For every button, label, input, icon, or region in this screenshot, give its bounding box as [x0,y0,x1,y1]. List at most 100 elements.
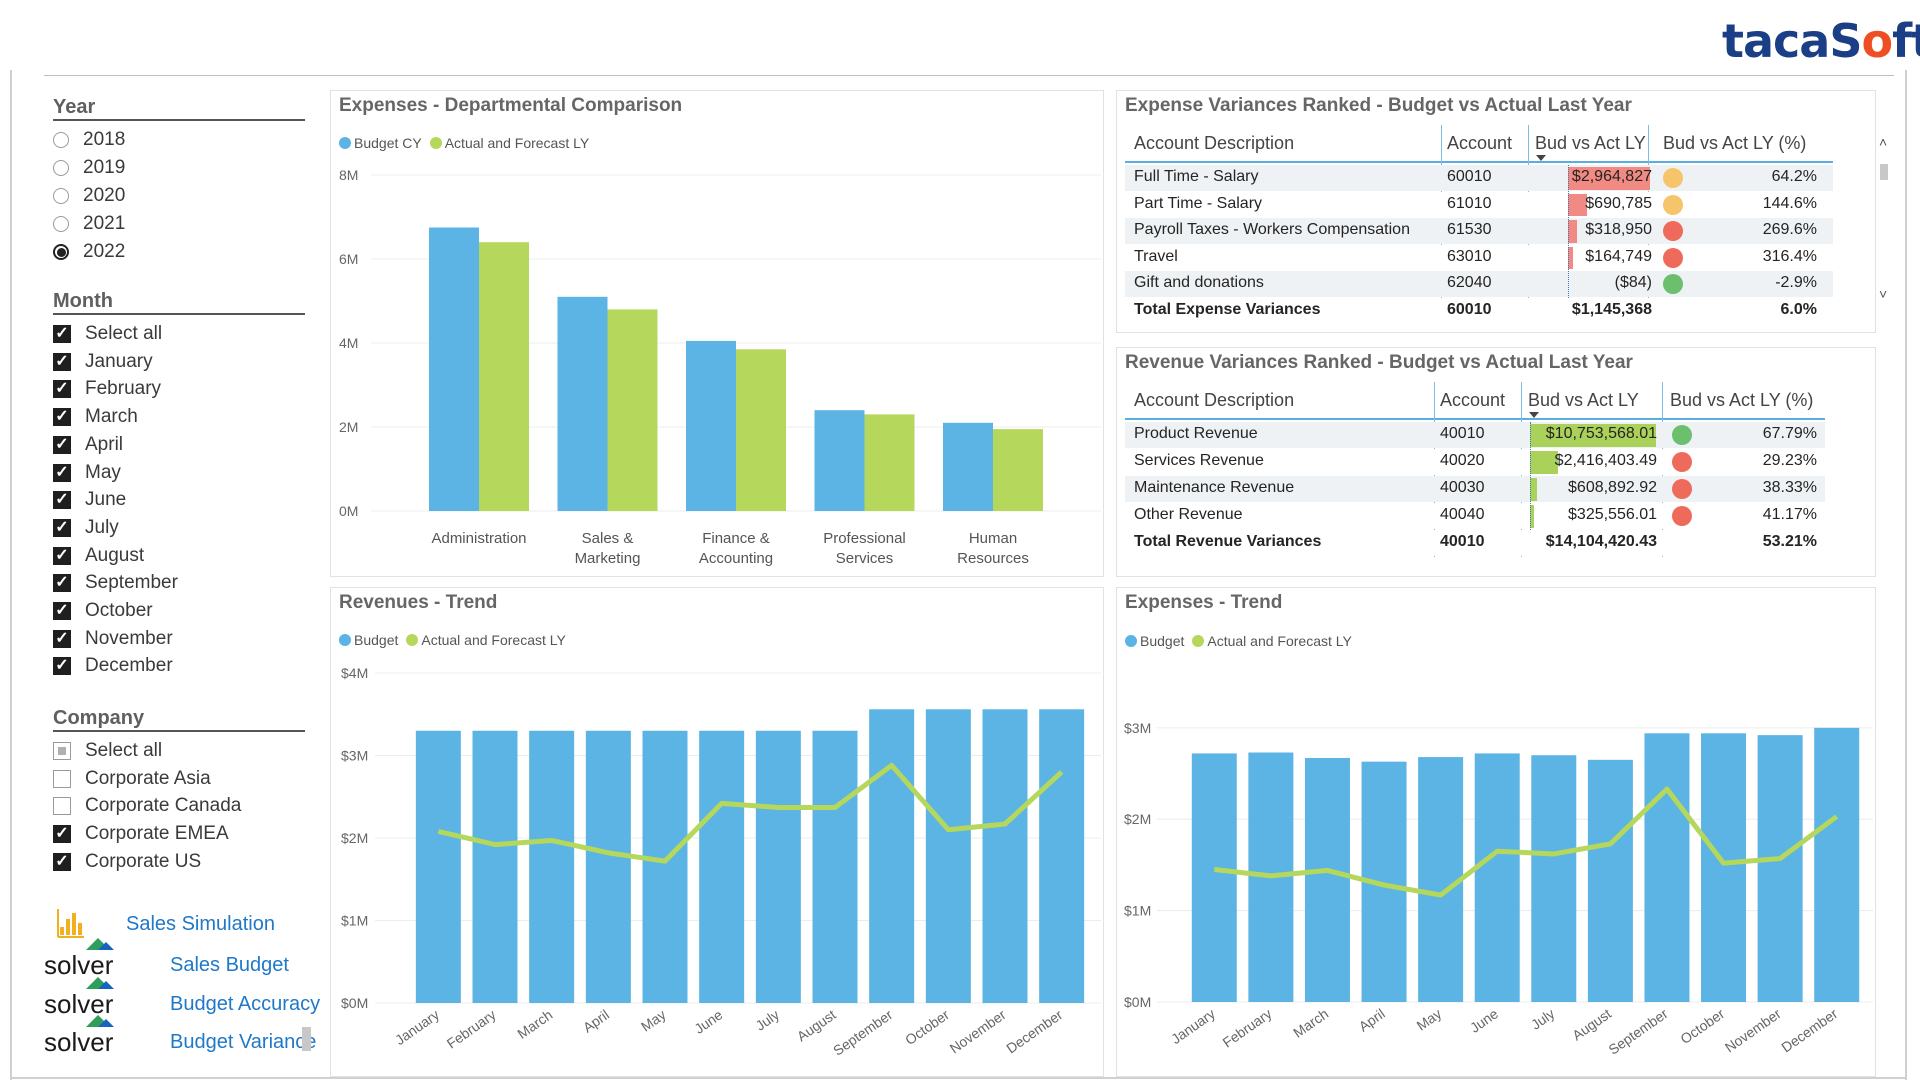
checkbox-checked-icon[interactable]: ✓ [53,463,71,482]
bar-actual-and-forecast-ly-administration[interactable] [479,242,529,511]
checkbox-checked-icon[interactable]: ✓ [53,574,71,593]
bar-actual-and-forecast-ly-professional-services[interactable] [864,414,915,511]
expense-variances-header-bud-vs-act-ly[interactable]: Bud vs Act LY (%) [1663,132,1807,153]
revenue-variances-header-bud-vs-act-ly[interactable]: Bud vs Act LY [1528,389,1639,410]
expense-variances-total-row[interactable] [1125,297,1833,324]
month-option-august[interactable]: ✓ August [53,543,144,569]
checkbox-checked-icon[interactable]: ✓ [53,435,71,454]
bar-budget-october[interactable] [1701,733,1747,1002]
month-option-select-all[interactable]: ✓ Select all [53,321,162,347]
bar-budget-january[interactable] [415,730,461,1003]
year-option-2018[interactable]: 2018 [53,127,125,153]
revenue-variances-header-account[interactable]: Account [1440,389,1506,410]
line-actual-and-forecast-ly[interactable] [437,762,1064,864]
bar-budget-cy-administration[interactable] [429,227,479,512]
month-option-march[interactable]: ✓ March [53,404,138,430]
bar-budget-cy-professional-services[interactable] [814,410,865,511]
checkbox-checked-icon[interactable]: ✓ [53,657,71,676]
month-option-february[interactable]: ✓ February [53,376,161,402]
checkbox-empty-icon[interactable] [53,769,71,788]
sales-budget-link[interactable]: solver Sales Budget [44,938,289,982]
bar-budget-june[interactable] [699,730,745,1003]
bar-budget-may[interactable] [642,730,688,1003]
checkbox-checked-icon[interactable]: ✓ [53,518,71,537]
month-option-june[interactable]: ✓ June [53,487,126,513]
bar-actual-and-forecast-ly-sales-marketing[interactable] [607,309,658,511]
month-option-december[interactable]: ✓ December [53,653,173,679]
bar-budget-august[interactable] [1587,759,1633,1002]
year-option-2019[interactable]: 2019 [53,155,125,181]
bar-budget-march[interactable] [1304,757,1350,1002]
bar-budget-cy-human-resources[interactable] [943,422,993,511]
line-actual-and-forecast-ly[interactable] [1214,786,1839,898]
checkbox-empty-icon[interactable] [53,797,71,816]
bar-budget-april[interactable] [585,730,631,1003]
table-row[interactable] [1125,191,1833,218]
scroll-up-icon[interactable]: ˄ [1879,134,1888,150]
bar-budget-january[interactable] [1191,753,1237,1002]
month-option-april[interactable]: ✓ April [53,432,123,458]
company-option-corporate-canada[interactable]: Corporate Canada [53,793,241,819]
left-pane-scrollbar[interactable] [302,1027,311,1051]
bar-budget-july[interactable] [755,730,801,1003]
bar-budget-december[interactable] [1039,709,1085,1003]
bar-budget-november[interactable] [1757,735,1803,1002]
checkbox-checked-icon[interactable]: ✓ [53,325,71,343]
revenue-variances-total-row[interactable] [1125,530,1825,556]
year-option-2021[interactable]: 2021 [53,211,125,237]
company-option-corporate-us[interactable]: ✓ Corporate US [53,849,201,875]
sort-desc-icon[interactable] [1536,155,1546,161]
bar-budget-june[interactable] [1474,753,1520,1002]
month-option-january[interactable]: ✓ January [53,349,153,375]
table-row[interactable] [1125,449,1825,475]
checkbox-checked-icon[interactable]: ✓ [53,825,71,844]
revenue-variances-header-account-description[interactable]: Account Description [1134,389,1295,410]
bar-budget-may[interactable] [1418,757,1464,1002]
sort-desc-icon[interactable] [1529,412,1539,418]
table-row[interactable] [1125,165,1833,191]
bar-budget-cy-finance-accounting[interactable] [686,340,736,511]
scroll-down-icon[interactable]: ˅ [1879,286,1888,302]
checkbox-checked-icon[interactable]: ✓ [53,352,71,371]
month-option-october[interactable]: ✓ October [53,598,153,624]
budget-accuracy-link[interactable]: solver Budget Accuracy [44,977,320,1021]
bar-actual-and-forecast-ly-finance-accounting[interactable] [736,349,786,511]
company-option-corporate-emea[interactable]: ✓ Corporate EMEA [53,821,229,847]
expense-variances-header-account[interactable]: Account [1447,132,1513,153]
checkbox-partial-icon[interactable] [53,742,71,760]
bar-budget-july[interactable] [1531,755,1577,1002]
bar-budget-december[interactable] [1814,727,1860,1002]
year-option-2022[interactable]: 2022 [53,239,125,265]
company-option-select-all[interactable]: Select all [53,738,162,764]
revenue-variances-header-bud-vs-act-ly[interactable]: Bud vs Act LY (%) [1670,389,1814,410]
radio-empty-icon[interactable] [53,160,69,176]
table-row[interactable] [1125,218,1833,244]
company-option-corporate-asia[interactable]: Corporate Asia [53,766,211,792]
checkbox-checked-icon[interactable]: ✓ [53,491,71,510]
checkbox-checked-icon[interactable]: ✓ [53,380,71,399]
checkbox-checked-icon[interactable]: ✓ [53,408,71,427]
sales-simulation-link[interactable]: Sales Simulation [44,907,275,941]
table-row[interactable] [1125,503,1825,529]
expense-variances-header-bud-vs-act-ly[interactable]: Bud vs Act LY [1535,132,1646,153]
checkbox-checked-icon[interactable]: ✓ [53,602,71,620]
radio-selected-icon[interactable] [53,244,69,260]
bar-actual-and-forecast-ly-human-resources[interactable] [993,429,1043,511]
budget-variance-link[interactable]: solver Budget Variance [44,1015,316,1059]
bar-budget-august[interactable] [812,730,858,1003]
table-scroll-thumb[interactable] [1880,164,1888,180]
table-row[interactable] [1125,271,1833,297]
bar-budget-march[interactable] [529,730,575,1003]
table-row[interactable] [1125,244,1833,271]
checkbox-checked-icon[interactable]: ✓ [53,546,71,565]
year-option-2020[interactable]: 2020 [53,183,125,209]
bar-budget-cy-sales-marketing[interactable] [557,296,608,511]
checkbox-checked-icon[interactable]: ✓ [53,629,71,648]
bar-budget-september[interactable] [1644,733,1690,1002]
table-row[interactable] [1125,422,1825,448]
expense-variances-header-account-description[interactable]: Account Description [1134,132,1295,153]
month-option-may[interactable]: ✓ May [53,460,121,486]
month-option-november[interactable]: ✓ November [53,626,173,652]
month-option-july[interactable]: ✓ July [53,515,119,541]
table-row[interactable] [1125,476,1825,502]
